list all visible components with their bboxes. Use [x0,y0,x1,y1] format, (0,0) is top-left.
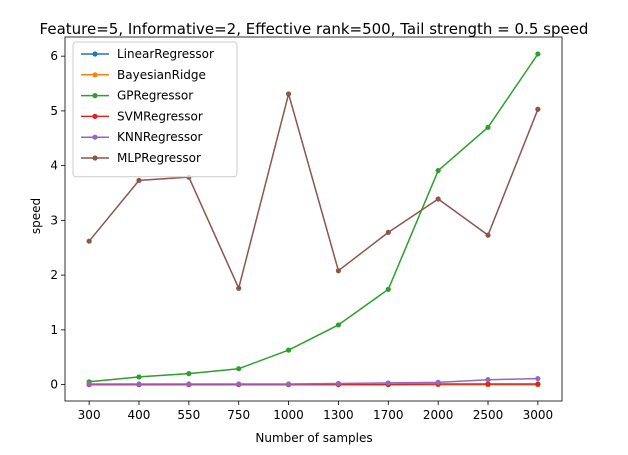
legend-marker [92,113,98,119]
y-axis-label: speed [29,198,43,234]
x-axis-ticks: 300 400 550 750 1000 1300 1700 2000 2500 3000 [78,401,553,422]
series-knnregressor [86,375,541,387]
legend-label: LinearRegressor [117,47,214,61]
x-tick-label: 300 [78,408,101,422]
knnregressor-point [385,380,391,386]
plot-frame [64,36,563,402]
y-tick-label: 1 [50,323,58,337]
legend-item-svmregressor: SVMRegressor [81,109,203,123]
x-axis-label: Number of samples [255,431,372,445]
plot-area [64,36,563,402]
x-tick-label: 400 [128,408,151,422]
legend-marker [92,51,98,57]
legend-label: SVMRegressor [117,109,203,123]
legend-item-mlpregressor: MLPRegressor [81,151,201,165]
legend-marker [92,72,98,78]
series-layer [86,51,541,388]
knnregressor-line [89,377,538,385]
y-tick-label: 4 [50,159,58,173]
knnregressor-point [236,381,242,387]
mlpregressor-point [335,268,342,274]
gpregressor-point [485,124,491,130]
legend-item-bayesianridge: BayesianRidge [81,68,206,82]
knnregressor-point [285,381,292,387]
knnregressor-point [186,381,192,387]
x-tick-label: 750 [227,408,250,422]
series-mlpregressor [86,91,541,291]
x-tick-label: 1700 [373,408,404,422]
mlpregressor-point [236,285,242,291]
legend-marker [92,134,98,140]
x-tick-label: 3000 [523,408,554,422]
knnregressor-point [435,379,441,385]
legend-box [72,41,238,178]
mlpregressor-point [385,229,391,236]
svmregressor-point [485,381,491,387]
mlpregressor-point [485,232,491,238]
gpregressor-point [435,167,441,174]
legend-label: KNNRegressor [117,130,203,144]
x-tick-label: 2000 [423,408,454,422]
gpregressor-point [385,286,391,292]
mlpregressor-point [535,106,541,112]
mlpregressor-point [136,177,142,184]
mlpregressor-point [285,91,292,97]
y-axis-ticks: 0 1 2 3 4 5 6 [50,49,65,392]
x-tick-label: 2500 [473,408,504,422]
x-tick-label: 550 [177,408,200,422]
knnregressor-point [86,381,92,387]
legend-label: BayesianRidge [117,68,206,82]
legend-label: MLPRegressor [117,151,201,165]
gpregressor-point [335,322,342,328]
gpregressor-point [136,374,142,380]
gpregressor-point [236,366,242,372]
knnregressor-point [136,381,142,387]
legend-item-linearregressor: LinearRegressor [81,47,214,61]
legend-label: GPRegressor [117,89,193,103]
knnregressor-point [335,380,342,387]
mlpregressor-point [86,238,92,244]
gpregressor-point [535,51,541,57]
legend-item-knnregressor: KNNRegressor [81,130,203,144]
legend-marker [92,155,98,161]
y-tick-label: 0 [50,378,58,392]
chart-title: Feature=5, Informative=2, Effective rank… [40,20,589,38]
mlpregressor-point [435,196,441,202]
y-tick-label: 2 [50,268,58,282]
svmregressor-point [535,381,541,387]
legend: LinearRegressor BayesianRidge GPRegressor S… [72,41,238,178]
y-tick-label: 3 [50,213,58,227]
gpregressor-point [285,347,292,353]
knnregressor-point [485,377,491,383]
x-tick-label: 1300 [323,408,354,422]
legend-item-gpregressor: GPRegressor [81,89,193,103]
legend-marker [92,93,98,99]
gpregressor-point [186,371,192,377]
knnregressor-point [535,375,541,382]
y-tick-label: 5 [50,104,58,118]
gpregressor-line [89,53,539,383]
mlpregressor-line [88,93,539,289]
y-tick-label: 6 [50,49,58,63]
x-tick-label: 1000 [273,408,304,422]
